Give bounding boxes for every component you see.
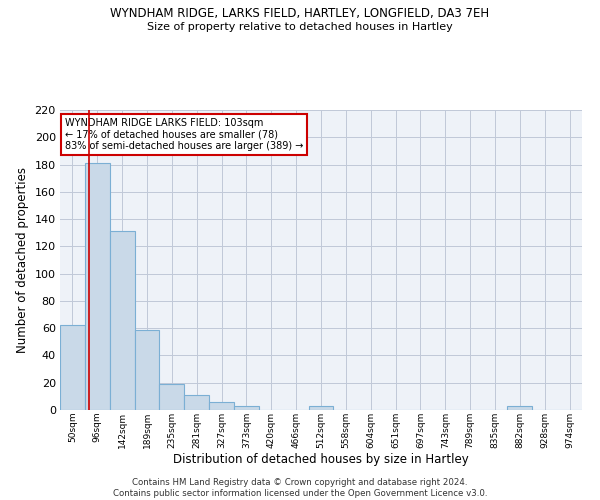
Text: Size of property relative to detached houses in Hartley: Size of property relative to detached ho… [147,22,453,32]
Bar [160,384,184,410]
Bar [60,326,85,410]
Bar [184,395,209,410]
Bar [508,406,532,410]
Text: Contains HM Land Registry data © Crown copyright and database right 2024.
Contai: Contains HM Land Registry data © Crown c… [113,478,487,498]
Text: Distribution of detached houses by size in Hartley: Distribution of detached houses by size … [173,452,469,466]
Bar [85,163,110,410]
Bar [110,232,134,410]
Text: WYNDHAM RIDGE, LARKS FIELD, HARTLEY, LONGFIELD, DA3 7EH: WYNDHAM RIDGE, LARKS FIELD, HARTLEY, LON… [110,8,490,20]
Bar [234,406,259,410]
Bar [209,402,234,410]
Text: WYNDHAM RIDGE LARKS FIELD: 103sqm
← 17% of detached houses are smaller (78)
83% : WYNDHAM RIDGE LARKS FIELD: 103sqm ← 17% … [65,118,304,150]
Y-axis label: Number of detached properties: Number of detached properties [16,167,29,353]
Bar [134,330,160,410]
Bar [308,406,334,410]
